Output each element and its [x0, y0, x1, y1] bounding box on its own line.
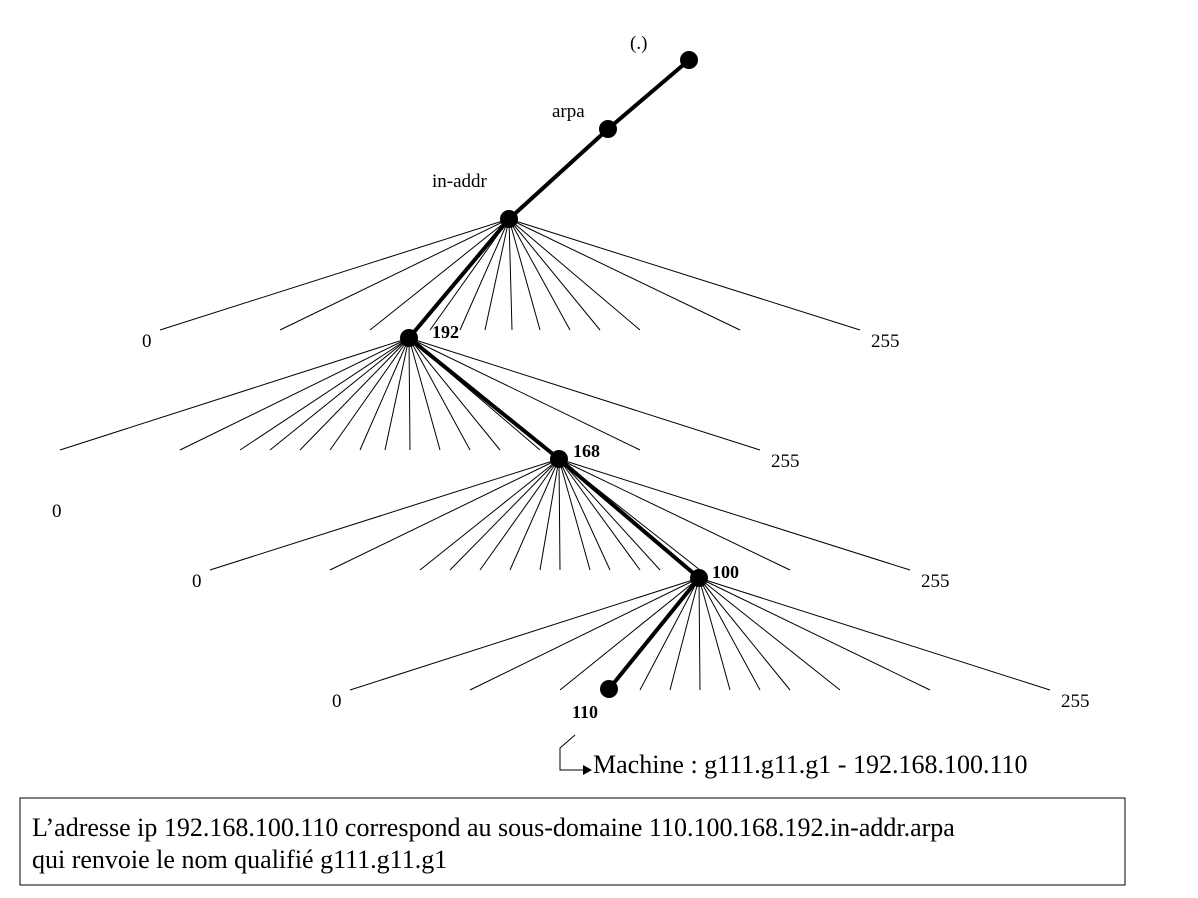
- fan-edge: [408, 337, 471, 451]
- fan-edge: [508, 218, 741, 331]
- fan-edge: [698, 577, 1051, 691]
- node: [500, 210, 518, 228]
- fan-edge: [508, 218, 601, 331]
- range-last: 255: [871, 331, 900, 352]
- fan-edge: [449, 458, 560, 571]
- machine-label: Machine : g111.g11.g1 - 192.168.100.110: [593, 750, 1027, 779]
- range-first: 0: [192, 571, 202, 592]
- node: [599, 120, 617, 138]
- node: [690, 569, 708, 587]
- fan-edge: [698, 577, 701, 691]
- edge: [407, 217, 511, 340]
- fan-edge: [558, 458, 591, 571]
- fan-edge: [698, 577, 931, 691]
- fan-edge: [329, 458, 560, 571]
- fan-edge: [484, 218, 510, 331]
- fan-edge: [479, 458, 560, 571]
- fan-edge: [329, 337, 410, 451]
- fan-edge: [558, 458, 661, 571]
- fan-edge: [698, 577, 791, 691]
- note-line: L’adresse ip 192.168.100.110 correspond …: [32, 813, 955, 842]
- fan-edge: [469, 577, 700, 691]
- fan-edge: [349, 577, 700, 691]
- fan-edge: [558, 458, 611, 571]
- fan-edge: [159, 218, 510, 331]
- edge: [407, 336, 561, 461]
- fan-edge: [408, 337, 411, 451]
- node-label: 100: [712, 562, 739, 582]
- node-label: 168: [573, 441, 600, 461]
- fan-edge: [384, 337, 410, 451]
- fan-edge: [698, 577, 761, 691]
- fan-edge: [179, 337, 410, 451]
- fan-edge: [508, 218, 571, 331]
- range-last: 255: [771, 451, 800, 472]
- fan-edge: [239, 337, 410, 451]
- fan-edge: [419, 458, 560, 571]
- fan-edge: [508, 218, 641, 331]
- fan-edge: [408, 337, 441, 451]
- fan-edge: [558, 458, 791, 571]
- fan-edge: [209, 458, 560, 571]
- fan-edge: [698, 577, 841, 691]
- note-box: [19, 797, 1126, 886]
- fan-edge: [639, 577, 700, 691]
- note-line: qui renvoie le nom qualifié g111.g11.g1: [32, 845, 447, 874]
- fan-edge: [459, 218, 510, 331]
- node: [680, 51, 698, 69]
- node: [550, 450, 568, 468]
- node: [600, 680, 618, 698]
- node-label: in-addr: [432, 171, 488, 192]
- fan-edge: [509, 458, 560, 571]
- node-label: 192: [432, 322, 459, 342]
- fan-edge: [269, 337, 410, 451]
- fan-edge: [369, 218, 510, 331]
- fan-edge: [359, 337, 410, 451]
- fan-edge: [408, 337, 501, 451]
- fan-edge: [508, 218, 541, 331]
- arrow: [559, 734, 585, 771]
- arrow-head: [583, 765, 592, 775]
- node-label: arpa: [552, 101, 585, 122]
- node-label: 110: [572, 702, 598, 722]
- range-first: 0: [52, 501, 62, 522]
- edge: [606, 58, 691, 131]
- fan-edge: [698, 577, 731, 691]
- fan-edge: [508, 218, 861, 331]
- edge: [607, 576, 701, 691]
- range-first: 0: [142, 331, 152, 352]
- fan-edge: [408, 337, 641, 451]
- fan-edge: [558, 458, 561, 571]
- range-last: 255: [1061, 691, 1090, 712]
- fan-edge: [558, 458, 641, 571]
- node-label: (.): [630, 33, 647, 54]
- fan-edge: [59, 337, 410, 451]
- range-last: 255: [921, 571, 950, 592]
- node: [400, 329, 418, 347]
- fan-edge: [539, 458, 560, 571]
- fan-edge: [408, 337, 761, 451]
- fan-edge: [299, 337, 410, 451]
- fan-edge: [279, 218, 510, 331]
- fan-edge: [508, 218, 513, 331]
- range-first: 0: [332, 691, 342, 712]
- edge: [557, 457, 701, 580]
- fan-edge: [558, 458, 911, 571]
- fan-edge: [559, 577, 700, 691]
- edge: [507, 127, 610, 221]
- fan-edge: [669, 577, 700, 691]
